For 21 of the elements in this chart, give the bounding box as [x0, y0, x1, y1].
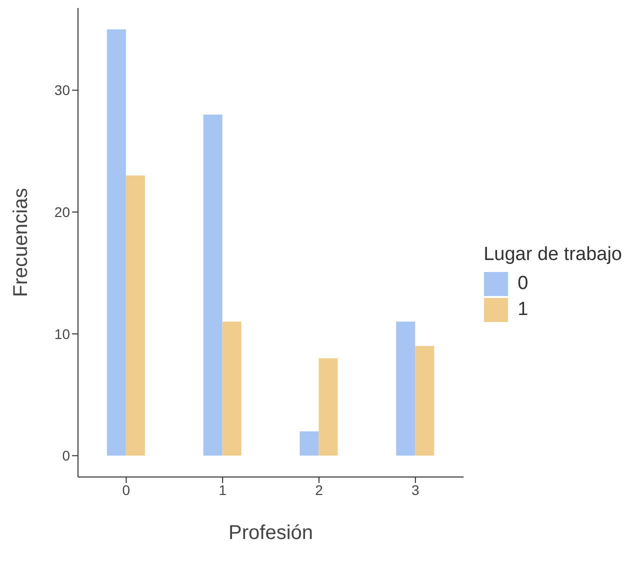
bar: [222, 322, 242, 456]
legend-label: 0: [518, 272, 528, 294]
legend-title: Lugar de trabajo: [484, 244, 622, 266]
y-tick-label: 10: [54, 326, 70, 342]
y-tick-label: 20: [54, 204, 70, 220]
bar: [106, 29, 126, 456]
bar: [396, 322, 416, 456]
legend-label: 1: [518, 298, 528, 320]
bar: [318, 358, 338, 456]
bar: [415, 346, 434, 456]
bar: [300, 431, 319, 456]
x-tick-label: 3: [412, 482, 420, 498]
bar: [203, 114, 222, 456]
y-axis-title: Frecuencias: [10, 188, 32, 297]
y-tick-label: 30: [54, 82, 70, 98]
x-tick-label: 0: [122, 482, 130, 498]
bar: [126, 176, 145, 456]
x-tick-label: 2: [315, 482, 324, 498]
x-tick-label: 1: [218, 482, 227, 498]
x-axis-title: Profesión: [228, 522, 314, 544]
y-tick-label: 0: [62, 448, 70, 464]
